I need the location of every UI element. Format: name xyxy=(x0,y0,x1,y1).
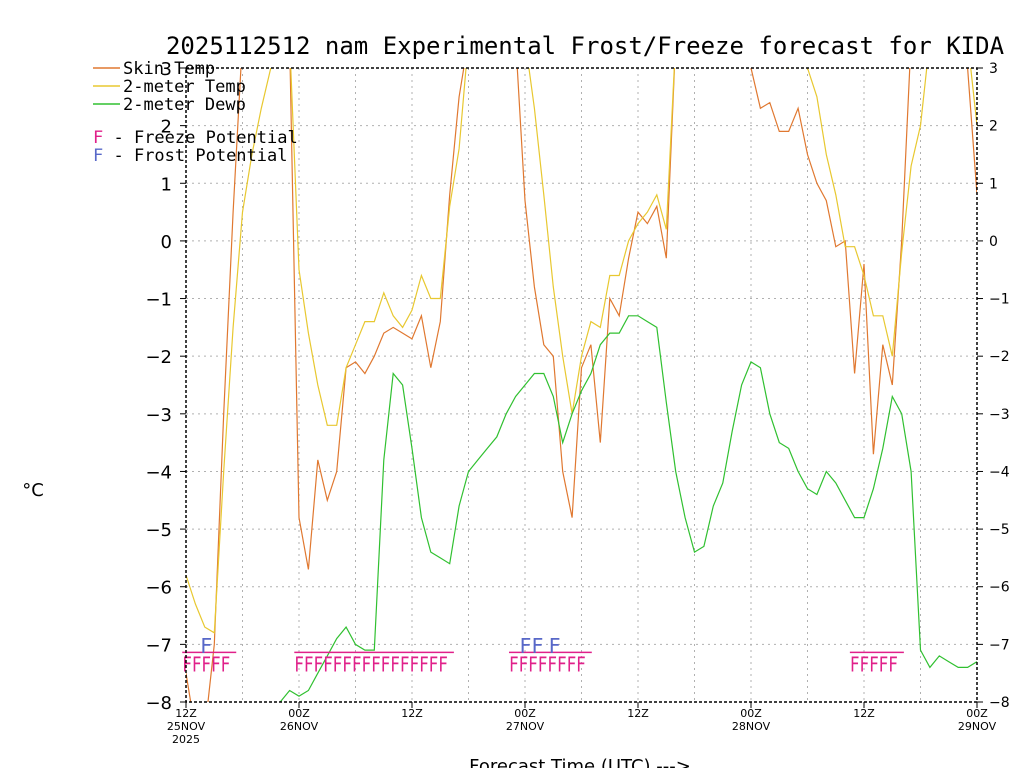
y-tick-label: −3 xyxy=(145,405,172,426)
potential-legend-letter: F xyxy=(93,128,103,148)
x-tick-label: 12Z xyxy=(175,707,197,720)
y-tick-label: −8 xyxy=(145,693,172,714)
y-tick-label-right: −7 xyxy=(989,637,1010,653)
x-tick-label: 00Z xyxy=(966,707,988,720)
y-tick-label: 1 xyxy=(161,174,172,195)
y-tick-label-right: 3 xyxy=(989,61,998,77)
frost-potential-mark: FF xyxy=(519,634,543,658)
x-tick-label: 12Z xyxy=(853,707,875,720)
x-tick-label: 00Z xyxy=(740,707,762,720)
legend-entry: 2-meter Temp xyxy=(123,77,246,97)
y-tick-label-right: −1 xyxy=(989,292,1010,308)
y-tick-label: 3 xyxy=(161,59,172,80)
freeze-potential-mark: FFFFF xyxy=(182,652,230,676)
y-tick-label-right: −8 xyxy=(989,695,1010,711)
chart-title: 2025112512 nam Experimental Frost/Freeze… xyxy=(166,32,1005,60)
x-tick-year: 2025 xyxy=(172,733,200,746)
series-line-2-meter-dewp xyxy=(279,315,977,702)
x-tick-label: 00Z xyxy=(288,707,310,720)
series-lines xyxy=(186,68,977,702)
y-tick-label-right: 2 xyxy=(989,119,998,135)
y-tick-label: 0 xyxy=(161,232,172,253)
x-tick-date: 25NOV xyxy=(167,720,206,733)
x-tick-date: 28NOV xyxy=(732,720,771,733)
y-tick-label: −5 xyxy=(145,520,172,541)
potential-marks: FFFFF FFFFFFFFFFFFFFFF FFFFFFFF FFFFFF FF F xyxy=(182,634,904,676)
y-tick-label: 2 xyxy=(161,117,172,138)
y-tick-label-right: −6 xyxy=(989,580,1010,596)
x-tick-date: 29NOV xyxy=(958,720,997,733)
potential-legend-letter: F xyxy=(93,146,103,166)
x-axis-label: Forecast Time (UTC) ---> xyxy=(469,756,691,768)
y-axis: −8 −8 −7 −7 −6 −6 −5 −5 −4 −4 −3 −3 −2 −2 −1 −1 0 0 1 1 2 2 3 3 xyxy=(145,59,1009,714)
x-tick-date: 26NOV xyxy=(280,720,319,733)
frost-potential-mark: F xyxy=(549,634,561,658)
x-tick-date: 27NOV xyxy=(506,720,545,733)
y-tick-label-right: −4 xyxy=(989,464,1010,480)
y-tick-label-right: −2 xyxy=(989,349,1010,365)
potential-legend-text: - Frost Potential xyxy=(103,146,287,166)
potential-legend-text: - Freeze Potential xyxy=(103,128,297,148)
y-tick-label: −7 xyxy=(145,635,172,656)
x-tick-label: 12Z xyxy=(627,707,649,720)
x-tick-label: 12Z xyxy=(401,707,423,720)
y-tick-label: −4 xyxy=(145,462,172,483)
freeze-potential-mark: FFFFFFFF xyxy=(509,652,586,676)
y-tick-label: −1 xyxy=(145,290,172,311)
potential-legend-entry: F - Freeze Potential xyxy=(93,128,298,148)
y-tick-label-right: 1 xyxy=(989,176,998,192)
y-tick-label: −2 xyxy=(145,347,172,368)
grid-lines xyxy=(186,68,977,702)
legend-entry: Skin Temp xyxy=(123,59,215,79)
y-tick-label-right: −5 xyxy=(989,522,1010,538)
plot-frame xyxy=(185,67,978,703)
y-tick-label: −6 xyxy=(145,578,172,599)
legend-entry: 2-meter Dewp xyxy=(123,95,246,115)
y-tick-label-right: 0 xyxy=(989,234,998,250)
frost-potential-mark: F xyxy=(200,634,212,658)
x-tick-label: 00Z xyxy=(514,707,536,720)
y-axis-label: °C xyxy=(22,480,44,501)
series-line-skin-temp xyxy=(186,68,977,702)
series-line-2-meter-temp xyxy=(186,68,977,634)
freeze-potential-mark: FFFFF xyxy=(850,652,898,676)
potential-legend-entry: F - Frost Potential xyxy=(93,146,287,166)
freeze-potential-mark: FFFFFFFFFFFFFFFF xyxy=(294,652,448,676)
y-tick-label-right: −3 xyxy=(989,407,1010,423)
